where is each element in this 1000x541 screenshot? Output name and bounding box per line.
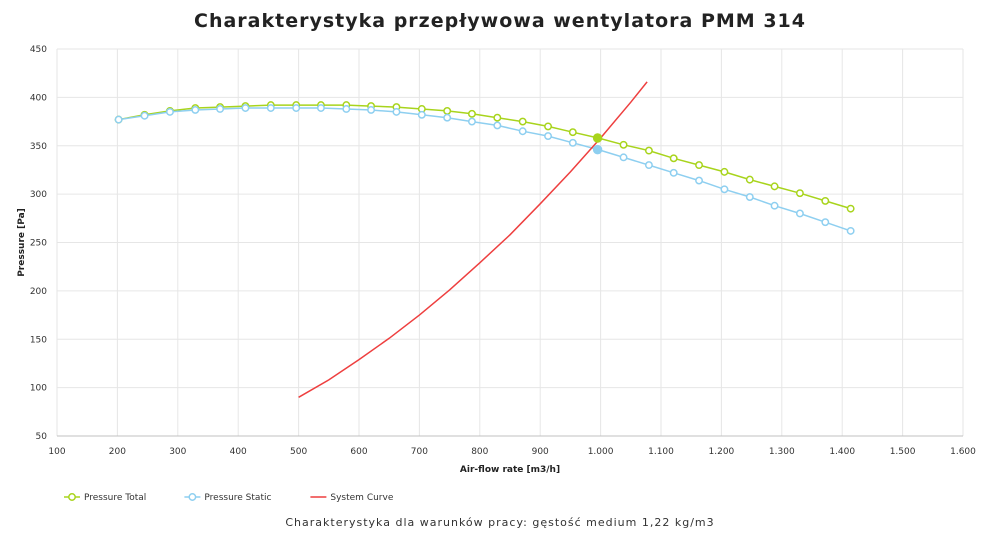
pressure-static-point [720,185,729,194]
x-tick-label: 1.500 [890,447,916,457]
legend-label: Pressure Static [204,493,271,503]
operating-point [592,133,603,143]
pressure-total-point [745,175,754,184]
system-curve-line [298,81,648,398]
pressure-static-point [695,176,704,185]
y-tick-label: 400 [30,93,47,103]
pressure-static-point [669,168,678,177]
pressure-total-point [770,182,779,191]
x-tick-label: 900 [532,447,549,457]
pressure-total-point [544,122,553,131]
operating-point [592,144,603,155]
legend-item-pressure-total: Pressure Total [64,493,146,503]
x-tick-label: 1.400 [829,447,855,457]
pressure-static-point [316,104,325,112]
pressure-total-point [619,140,628,149]
pressure-static-point [493,121,502,130]
y-tick-label: 100 [30,384,47,394]
pressure-total-point [695,161,704,170]
x-tick-label: 1.600 [950,447,976,457]
pressure-static-point [745,193,754,201]
x-tick-label: 800 [471,447,488,457]
y-tick-label: 150 [30,335,47,345]
y-axis-title: Pressure [Pa] [17,208,27,277]
y-tick-label: 200 [30,287,47,297]
pressure-static-point [795,209,804,218]
pressure-static-point [821,218,830,227]
pressure-static-point [266,104,275,112]
x-tick-label: 200 [109,447,126,457]
chart-subtitle: Charakterystyka dla warunków pracy: gęst… [285,516,715,529]
pressure-static-point [846,226,855,235]
pressure-static-line [118,107,851,232]
x-tick-label: 300 [169,447,186,457]
x-tick-label: 1.200 [709,447,735,457]
axes: 100 200 300 400 500 600 700 800 900 1.000 1.100 1.2… [30,45,976,457]
x-tick-label: 100 [48,447,65,457]
x-axis-title: Air-flow rate [m3/h] [460,465,560,475]
pressure-total-point [493,113,502,122]
pressure-static-point [292,104,301,112]
series-layer [114,81,855,398]
legend-swatch-marker [68,493,76,501]
legend: Pressure Total Pressure Static System Curv… [64,493,394,503]
y-tick-label: 250 [30,239,47,249]
chart-title: Charakterystyka przepływowa wentylatora … [194,10,806,32]
pressure-static-point [165,107,174,116]
grid [56,48,964,437]
pressure-total-point [821,196,830,205]
pressure-static-point [216,105,225,113]
pressure-total-point [720,167,729,176]
legend-label: Pressure Total [84,493,146,503]
pressure-total-point [795,189,804,198]
pressure-total-point [568,128,577,137]
x-tick-label: 1.300 [769,447,795,457]
pressure-static-point [241,104,250,112]
legend-label: System Curve [330,493,393,503]
y-tick-label: 450 [30,45,47,55]
pressure-static-point [467,117,476,126]
pressure-static-point [191,106,200,114]
pressure-static-point [114,115,123,124]
legend-item-pressure-static: Pressure Static [184,493,271,503]
x-tick-label: 1.000 [588,447,614,457]
y-tick-label: 50 [36,432,48,442]
x-tick-label: 600 [350,447,367,457]
pressure-total-point [846,204,855,213]
pressure-static-point [568,138,577,147]
pressure-total-point [669,154,678,163]
pressure-total-point [644,146,653,155]
y-tick-label: 300 [30,190,47,200]
pressure-total-point [443,106,452,115]
pressure-total-point [518,117,527,126]
pressure-static-point [342,105,351,113]
legend-item-system-curve: System Curve [310,493,394,503]
pressure-static-point [619,153,628,162]
pressure-static-point [544,132,553,141]
pressure-static-point [392,107,401,116]
pressure-static-point [644,161,653,170]
x-tick-label: 400 [230,447,247,457]
pressure-static-point [140,111,149,120]
legend-swatch-marker [188,493,197,501]
pressure-static-point [518,127,527,136]
pressure-static-point [443,113,452,122]
x-tick-label: 700 [411,447,428,457]
x-tick-label: 1.100 [648,447,674,457]
x-tick-label: 500 [290,447,307,457]
pressure-static-point [367,106,376,114]
pressure-static-point [417,110,426,119]
y-tick-label: 350 [30,142,47,152]
pressure-static-point [770,201,779,210]
pressure-total-point [467,109,476,118]
pressure-total-line [118,104,851,210]
